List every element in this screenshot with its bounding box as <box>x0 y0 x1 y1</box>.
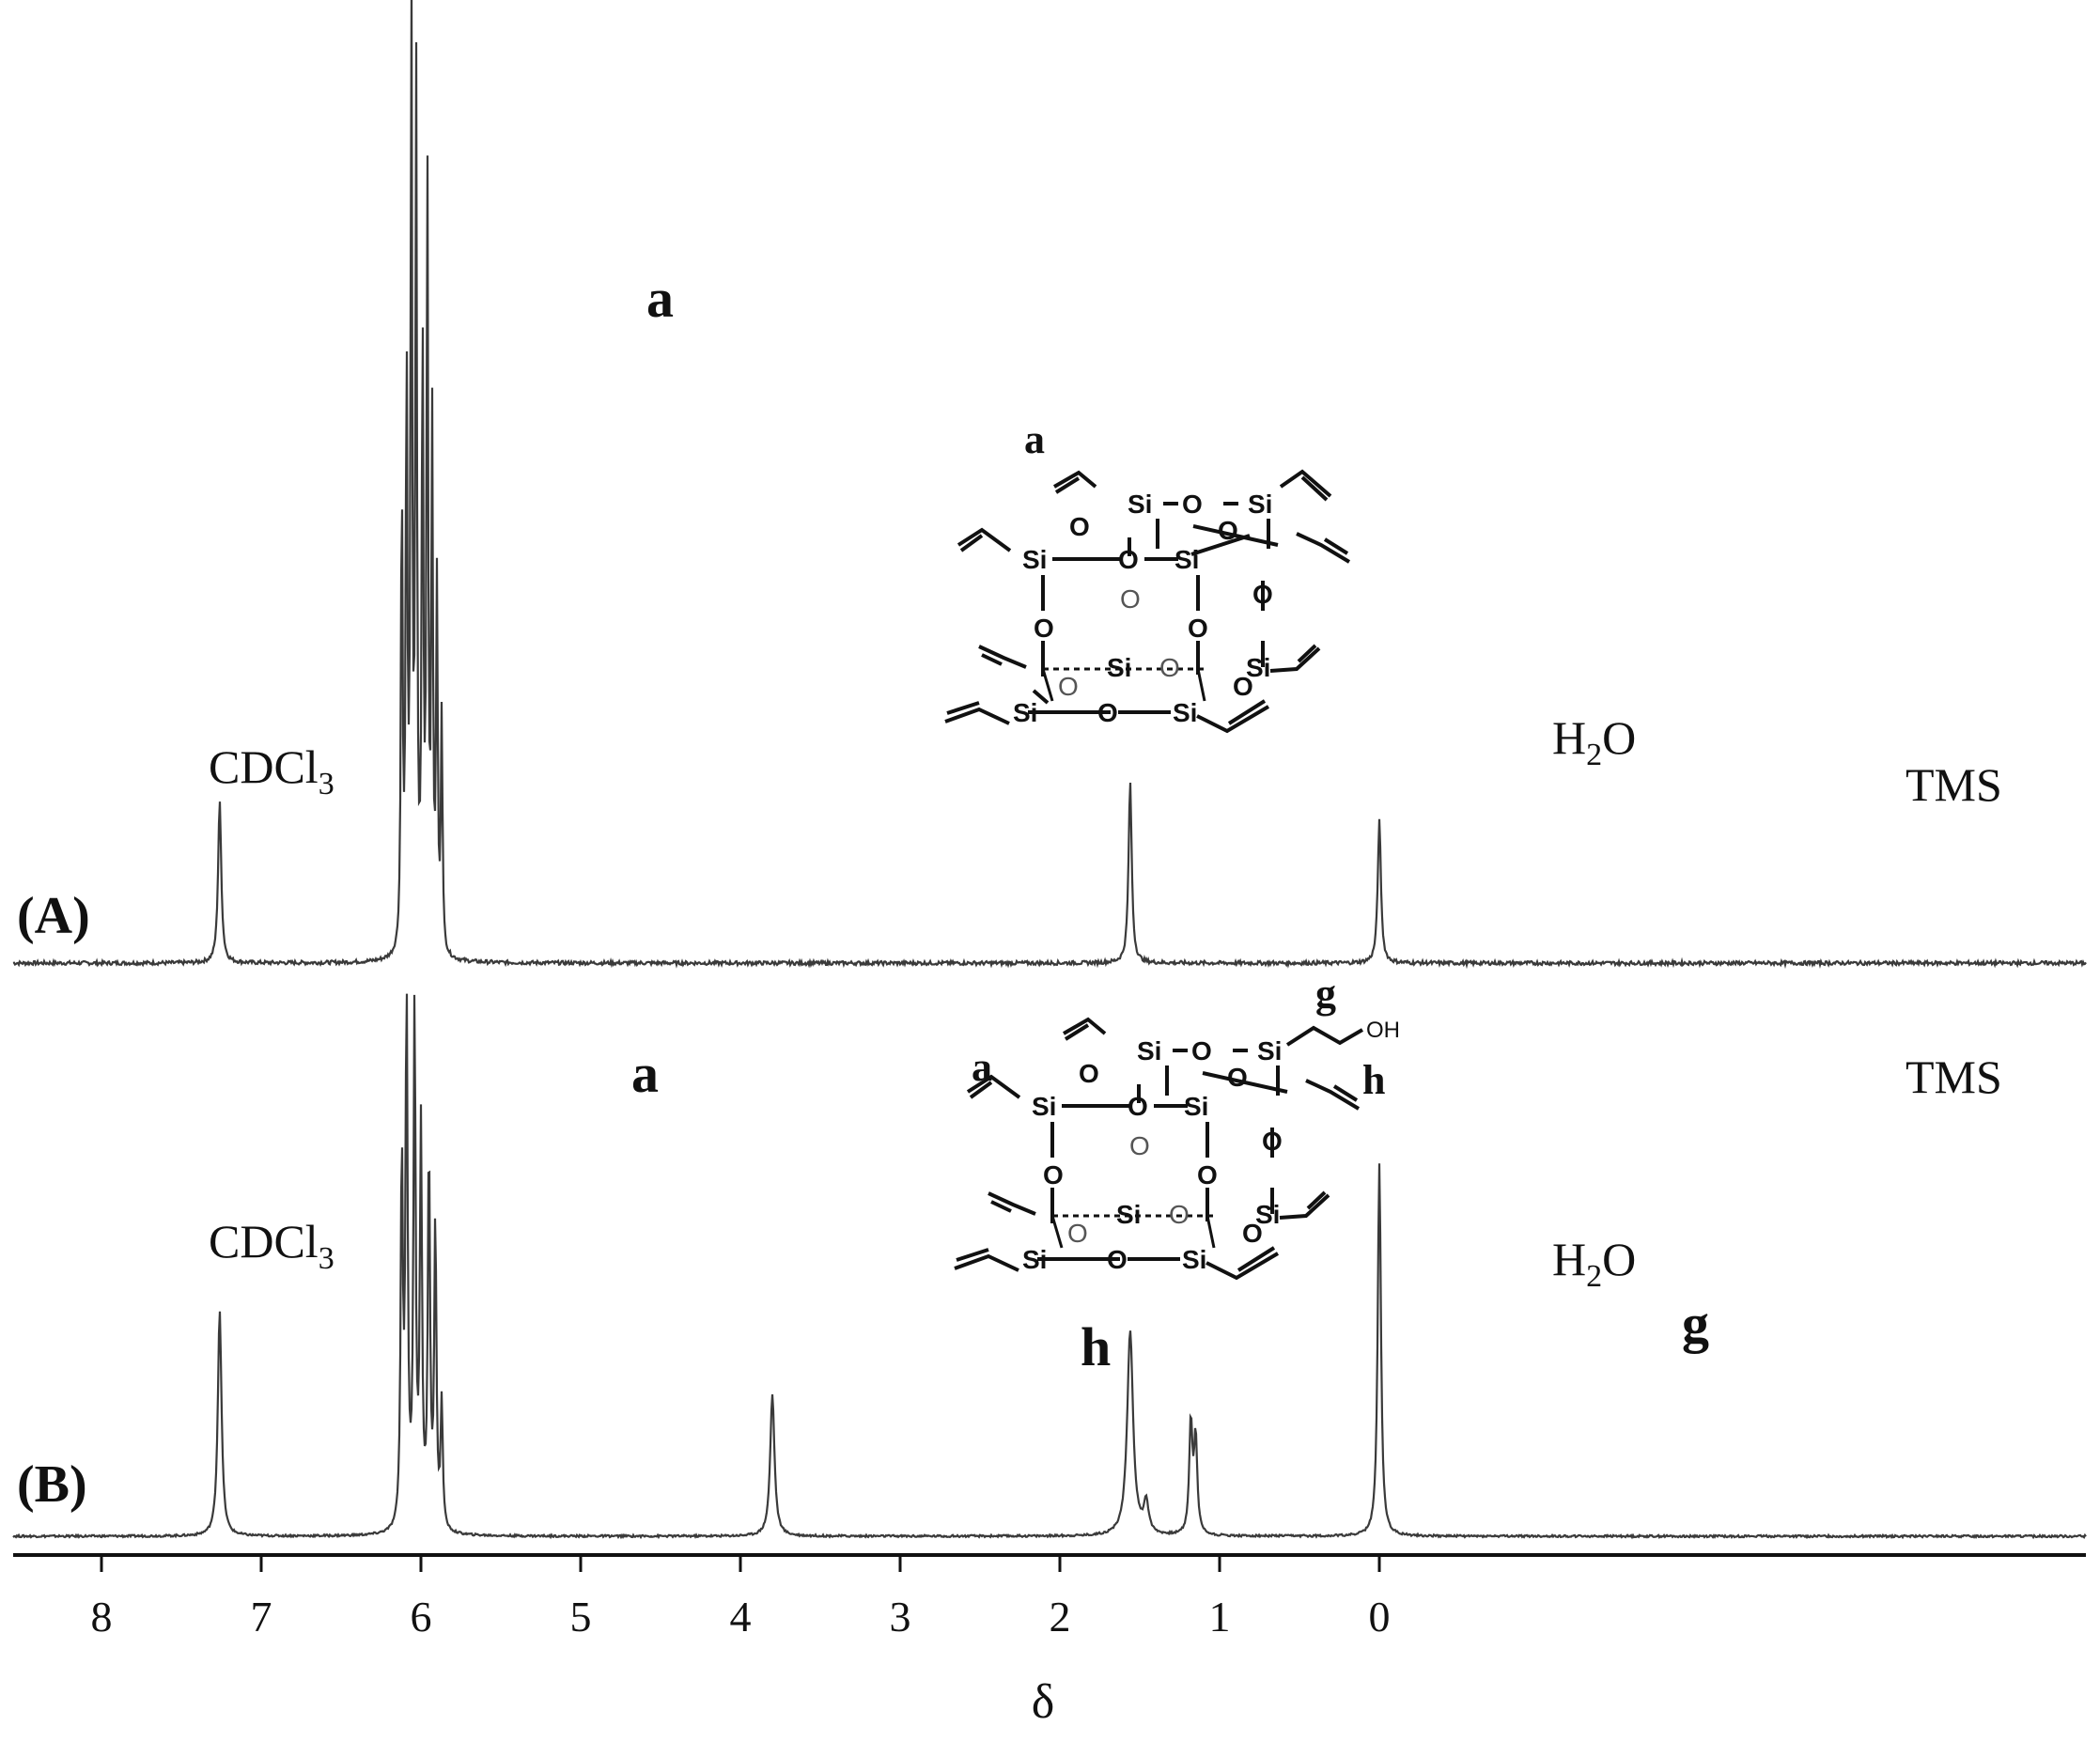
o-atom: O <box>1182 490 1203 519</box>
si-atom: Si <box>1107 653 1131 682</box>
peak-g-label-b: g <box>1682 1293 1709 1354</box>
structure-bonds <box>944 469 1351 734</box>
x-tick-label: 5 <box>570 1593 592 1641</box>
x-tick-label: 6 <box>411 1593 432 1641</box>
o-atom: O <box>1107 1245 1128 1274</box>
structure-bonds <box>954 1017 1364 1281</box>
cdcl3-label-b: CDCl3 <box>209 1215 334 1276</box>
o-atom: O <box>1128 1092 1148 1121</box>
o-atom: O <box>1262 1127 1283 1156</box>
o-atom: O <box>1233 672 1253 701</box>
si-atom: Si <box>1022 545 1047 574</box>
o-atom: O <box>1043 1160 1064 1190</box>
peak-a-label-b: a <box>631 1043 659 1104</box>
spectrum-b-label: (B) <box>17 1455 87 1514</box>
o-atom: O <box>1034 614 1054 643</box>
structure-a-label: a <box>1024 416 1045 462</box>
si-atom: Si <box>1248 490 1272 519</box>
o-atom: O <box>1159 653 1180 682</box>
si-atom: Si <box>1173 698 1197 727</box>
o-atom: O <box>1079 1059 1099 1088</box>
spectrum-line-b <box>12 993 2087 1540</box>
x-tick-label: 0 <box>1369 1593 1391 1641</box>
structure-a-label: a <box>972 1044 992 1090</box>
o-atom: O <box>1169 1200 1190 1229</box>
tms-label-a: TMS <box>1906 758 2002 811</box>
si-atom: Si <box>1137 1036 1161 1065</box>
o-atom: O <box>1129 1131 1150 1160</box>
spectrum-line-a <box>12 0 2087 970</box>
poss-structure-a: Si O Si O O Si O Si O O O O Si O Si O O … <box>944 416 1351 734</box>
peak-a-label-a: a <box>646 268 674 329</box>
o-atom: O <box>1058 672 1079 701</box>
si-atom: Si <box>1116 1200 1141 1229</box>
si-atom: Si <box>1174 545 1199 574</box>
x-tick-label: 3 <box>890 1593 911 1641</box>
peak-h-label-b: h <box>1081 1316 1111 1377</box>
o-atom: O <box>1067 1219 1088 1248</box>
x-tick-label: 8 <box>91 1593 113 1641</box>
o-atom: O <box>1218 516 1238 545</box>
o-atom: O <box>1197 1160 1218 1190</box>
si-atom: Si <box>1246 653 1270 682</box>
o-atom: O <box>1191 1036 1212 1065</box>
x-tick-label: 7 <box>251 1593 272 1641</box>
h2o-label-a: H2O <box>1552 711 1636 772</box>
h2o-label-b: H2O <box>1552 1233 1636 1294</box>
structure-g-label: g <box>1315 971 1336 1017</box>
x-tick-label: 1 <box>1209 1593 1231 1641</box>
si-atom: Si <box>1022 1245 1047 1274</box>
si-atom: Si <box>1013 698 1037 727</box>
poss-structure-b: Si O Si OH O O Si O Si O O O O Si O Si O… <box>954 971 1400 1281</box>
o-atom: O <box>1252 580 1273 609</box>
spectra-plot-area <box>12 0 2087 1540</box>
o-atom: O <box>1118 545 1139 574</box>
si-atom: Si <box>1184 1092 1208 1121</box>
o-atom: O <box>1120 584 1141 614</box>
x-axis-title: δ <box>1032 1675 1055 1729</box>
oh-group: OH <box>1366 1018 1400 1043</box>
x-tick-label: 2 <box>1050 1593 1071 1641</box>
si-atom: Si <box>1182 1245 1206 1274</box>
x-axis-ticks: 8 7 6 5 4 3 2 1 0 <box>91 1555 1391 1641</box>
o-atom: O <box>1242 1219 1263 1248</box>
o-atom: O <box>1069 512 1090 541</box>
x-tick-label: 4 <box>730 1593 752 1641</box>
si-atom: Si <box>1128 490 1152 519</box>
si-atom: Si <box>1255 1200 1280 1229</box>
si-atom: Si <box>1257 1036 1282 1065</box>
spectrum-a-label: (A) <box>17 887 90 945</box>
tms-label-b: TMS <box>1906 1050 2002 1103</box>
structure-h-label: h <box>1362 1057 1385 1103</box>
x-axis: 8 7 6 5 4 3 2 1 0 δ <box>13 1553 2086 1729</box>
cdcl3-label-a: CDCl3 <box>209 740 334 801</box>
o-atom: O <box>1097 698 1118 727</box>
o-atom: O <box>1227 1063 1248 1092</box>
o-atom: O <box>1188 614 1208 643</box>
si-atom: Si <box>1032 1092 1056 1121</box>
